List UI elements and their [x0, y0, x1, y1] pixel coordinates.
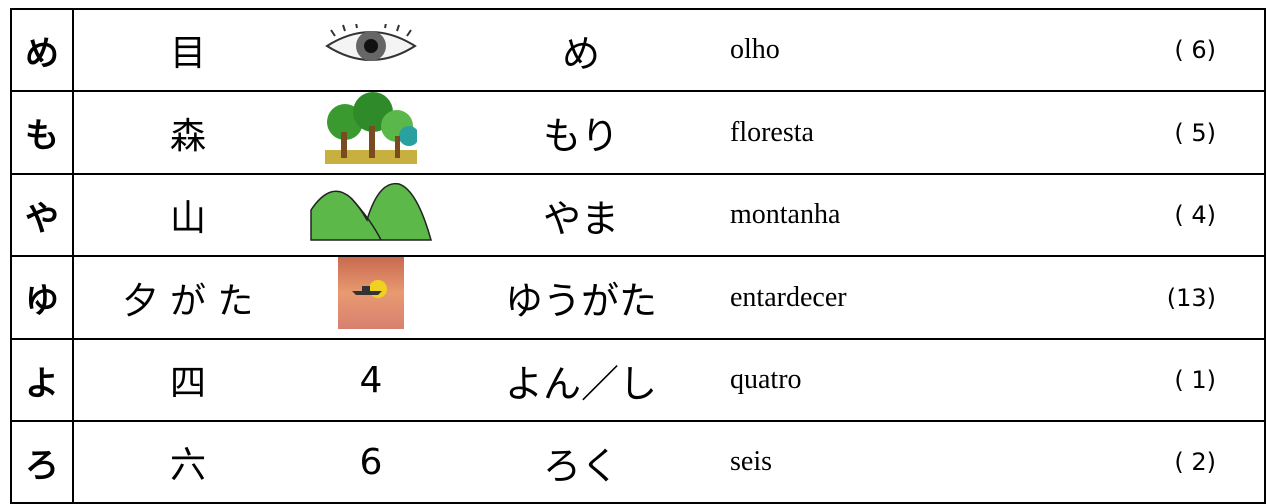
- reading: ろく: [440, 421, 722, 504]
- kanji: 四: [73, 339, 302, 422]
- meaning: montanha: [722, 174, 1140, 257]
- meaning: entardecer: [722, 256, 1140, 340]
- picture: 6: [302, 421, 440, 504]
- reading: よん／し: [440, 339, 722, 422]
- row: め 目 め olho ( 6): [11, 9, 1265, 92]
- picture: [302, 91, 440, 175]
- number: (13): [1140, 256, 1265, 340]
- reading: もり: [440, 91, 722, 175]
- kana: よ: [11, 339, 74, 422]
- kanji: 夕 が た: [73, 256, 302, 340]
- reading: ゆうがた: [440, 256, 722, 340]
- kanji: 六: [73, 421, 302, 504]
- vocabulary-table: め 目 め olho ( 6) も 森 もり floresta ( 5) や 山…: [10, 8, 1266, 504]
- row: ゆ 夕 が た ゆうがた entardecer (13): [11, 256, 1265, 340]
- number: ( 6): [1140, 9, 1265, 92]
- reading: め: [440, 9, 722, 92]
- number: ( 5): [1140, 91, 1265, 175]
- meaning: olho: [722, 9, 1140, 92]
- number: ( 1): [1140, 339, 1265, 422]
- row: よ 四 4 よん／し quatro ( 1): [11, 339, 1265, 422]
- row: も 森 もり floresta ( 5): [11, 91, 1265, 175]
- kanji: 目: [73, 9, 302, 92]
- meaning: seis: [722, 421, 1140, 504]
- kana: も: [11, 91, 74, 175]
- kana: ろ: [11, 421, 74, 504]
- forest-icon: [325, 92, 419, 164]
- kanji: 森: [73, 91, 302, 175]
- meaning: floresta: [722, 91, 1140, 175]
- picture: 4: [302, 339, 440, 422]
- picture: [302, 256, 440, 340]
- kana: や: [11, 174, 74, 257]
- eye-icon: [325, 22, 417, 61]
- kana: ゆ: [11, 256, 74, 340]
- kana: め: [11, 9, 74, 92]
- reading: やま: [440, 174, 722, 257]
- kanji: 山: [73, 174, 302, 257]
- row: ろ 六 6 ろく seis ( 2): [11, 421, 1265, 504]
- meaning: quatro: [722, 339, 1140, 422]
- row: や 山 やま montanha ( 4): [11, 174, 1265, 257]
- number: ( 4): [1140, 174, 1265, 257]
- sunset-icon: [338, 257, 404, 329]
- picture: [302, 9, 440, 92]
- number: ( 2): [1140, 421, 1265, 504]
- mountain-icon: [310, 182, 432, 241]
- picture: [302, 174, 440, 257]
